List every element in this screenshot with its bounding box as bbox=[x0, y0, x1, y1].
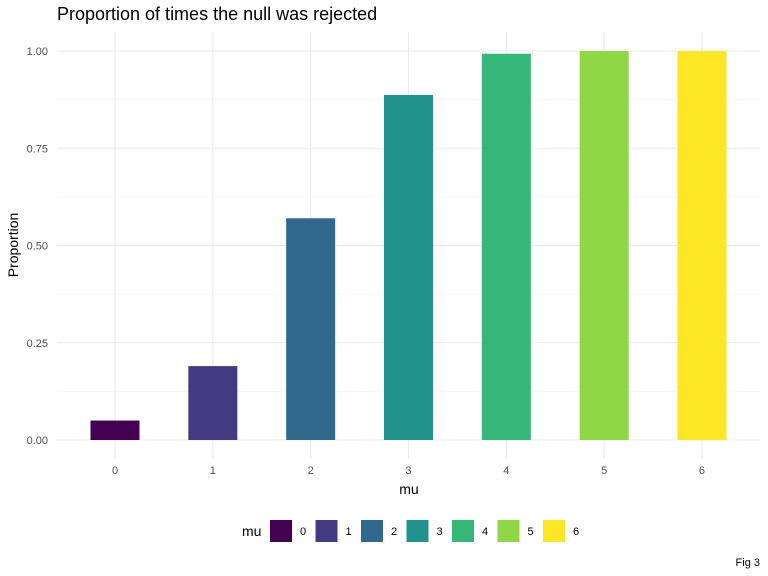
legend-label-0: 0 bbox=[300, 526, 306, 538]
legend-key-3 bbox=[406, 520, 429, 542]
bar-mu-4 bbox=[481, 53, 531, 441]
y-tick-label: 0.50 bbox=[27, 241, 48, 253]
legend: mu 0 1 2 3 4 5 6 bbox=[242, 520, 579, 542]
bar-mu-2 bbox=[286, 218, 336, 440]
y-axis-ticks: 0.00 0.25 0.50 0.75 1.00 bbox=[27, 46, 48, 447]
x-tick-label: 3 bbox=[405, 465, 411, 477]
x-tick-label: 5 bbox=[601, 465, 607, 477]
y-tick-label: 1.00 bbox=[27, 46, 48, 58]
legend-key-2 bbox=[361, 520, 383, 542]
legend-label-2: 2 bbox=[391, 526, 397, 538]
legend-label-5: 5 bbox=[528, 526, 534, 538]
x-tick-label: 6 bbox=[699, 465, 705, 477]
legend-label-4: 4 bbox=[482, 526, 488, 538]
bar-mu-0 bbox=[90, 420, 140, 440]
bar-mu-5 bbox=[579, 51, 629, 440]
x-tick-label: 0 bbox=[112, 465, 118, 477]
y-tick-label: 0.75 bbox=[27, 143, 48, 155]
y-axis-title: Proportion bbox=[5, 213, 21, 278]
legend-key-1 bbox=[315, 520, 338, 542]
legend-label-6: 6 bbox=[573, 526, 579, 538]
y-tick-label: 0.25 bbox=[27, 338, 48, 350]
x-axis-ticks: 0 1 2 3 4 5 6 bbox=[112, 465, 705, 477]
x-tick-label: 2 bbox=[308, 465, 314, 477]
bar-mu-6 bbox=[677, 51, 727, 440]
bar-mu-1 bbox=[188, 366, 238, 440]
bars bbox=[90, 51, 727, 441]
legend-key-5 bbox=[497, 520, 520, 542]
legend-label-1: 1 bbox=[346, 526, 352, 538]
chart-title: Proportion of times the null was rejecte… bbox=[57, 4, 377, 24]
x-axis-title: mu bbox=[399, 481, 418, 497]
legend-label-3: 3 bbox=[437, 526, 443, 538]
legend-key-0 bbox=[270, 520, 292, 542]
x-tick-label: 1 bbox=[210, 465, 216, 477]
y-tick-label: 0.00 bbox=[27, 435, 48, 447]
legend-key-6 bbox=[543, 520, 565, 542]
x-tick-label: 4 bbox=[503, 465, 509, 477]
figure-caption: Fig 3 bbox=[736, 557, 760, 569]
legend-title: mu bbox=[242, 523, 261, 539]
legend-key-4 bbox=[452, 520, 474, 542]
bar-mu-3 bbox=[383, 94, 433, 440]
